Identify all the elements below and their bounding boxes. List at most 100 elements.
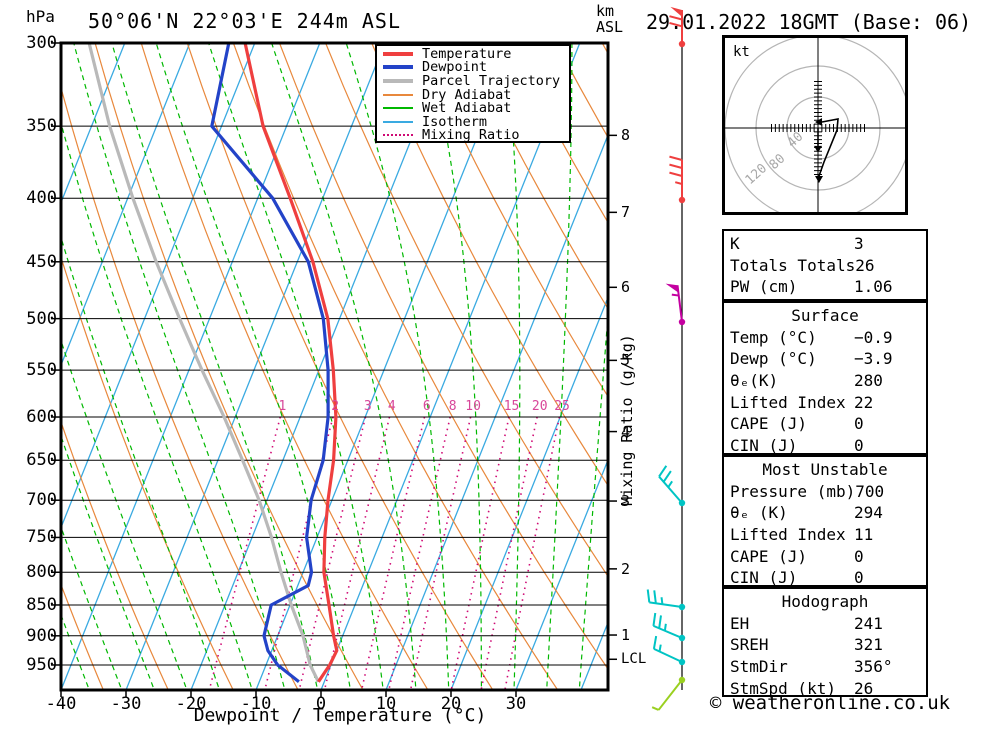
wind-barb-icon: [669, 6, 686, 48]
table-row: CAPE (J) 0: [730, 545, 920, 567]
table-row: Temp (°C) −0.9: [730, 327, 920, 349]
legend-line-swatch: [383, 65, 413, 70]
row-value: 0: [854, 435, 864, 455]
pressure-tick-label: 850: [26, 594, 57, 615]
legend-line-swatch: [383, 51, 413, 56]
row-label: StmSpd (kt): [730, 678, 836, 698]
pressure-tick-label: 750: [26, 527, 57, 548]
table-surface: Surface Temp (°C) −0.9 Dewp (°C) −3.9 θₑ(K) 28…: [722, 301, 928, 455]
legend-item-label: Wet Adiabat: [422, 100, 512, 117]
temperature-tick-label: 0: [315, 694, 327, 714]
legend-item-mixing-ratio: Mixing Ratio: [383, 127, 569, 143]
temperature-tick-label: 20: [440, 694, 462, 714]
asl-label: ASL: [596, 18, 624, 36]
table-row: Totals Totals 26: [730, 255, 920, 277]
km-asl-tick-label: 2: [621, 559, 631, 578]
hodograph-trace: [818, 118, 839, 177]
datetime-label: 29.01.2022 18GMT (Base: 06): [646, 10, 972, 34]
table-row: Lifted Index 11: [730, 524, 920, 546]
wind-barb-icon: [652, 612, 686, 642]
row-label: CIN (J): [730, 435, 798, 455]
row-label: Lifted Index: [730, 392, 846, 412]
km-asl-tick-label: 1: [621, 626, 631, 645]
row-label: Totals Totals: [730, 255, 856, 275]
mixing-ratio-value-label: 2: [331, 399, 340, 414]
table-row: Pressure (mb) 700: [730, 481, 920, 503]
legend-line-swatch: [383, 120, 413, 123]
table-row: EH 241: [730, 613, 920, 635]
row-value: 0: [854, 568, 864, 588]
table-title: Surface: [791, 306, 859, 325]
wind-barb-icon: [669, 155, 686, 204]
row-value: 0: [854, 546, 864, 566]
table-title: Hodograph: [781, 592, 869, 611]
row-label: Temp (°C): [730, 327, 817, 347]
pressure-tick-label: 900: [26, 625, 57, 646]
row-label: EH: [730, 613, 750, 633]
legend-item-temperature: Temperature: [383, 45, 569, 62]
pressure-tick-label: 450: [26, 251, 57, 272]
legend-item-label: Dewpoint: [422, 59, 488, 76]
row-label: Pressure (mb): [730, 481, 856, 501]
table-row: θₑ(K) 280: [730, 370, 920, 392]
table-row: θₑ (K) 294: [730, 502, 920, 524]
legend-item-label: Dry Adiabat: [422, 86, 512, 103]
mixing-ratio-value-label: 8: [448, 399, 457, 414]
mixing-ratio-value-label: 3: [363, 399, 372, 414]
table-row: StmDir 356°: [730, 656, 920, 678]
temperature-tick-label: -10: [240, 694, 272, 714]
row-value: 26: [855, 255, 875, 275]
table-row: Lifted Index 22: [730, 391, 920, 413]
legend-item-label: Parcel Trajectory: [422, 72, 561, 89]
series-temperature: [243, 43, 339, 683]
row-value: 22: [854, 392, 874, 412]
lcl-label: LCL: [621, 651, 647, 668]
table-row: CAPE (J) 0: [730, 413, 920, 435]
background-lines: [61, 43, 608, 690]
wind-barb-column: [646, 6, 686, 711]
km-asl-tick-label: 7: [621, 203, 631, 222]
temperature-tick-label: -40: [45, 694, 77, 714]
row-value: 280: [854, 371, 883, 391]
hodograph-ring-label: 80: [767, 151, 789, 173]
row-value: 3: [854, 234, 864, 254]
pressure-unit-label: hPa: [26, 7, 55, 26]
km-asl-tick-label: 6: [621, 278, 631, 297]
row-value: 11: [854, 525, 874, 545]
table-row: CIN (J) 0: [730, 435, 920, 457]
temperature-tick-label: -30: [110, 694, 142, 714]
pressure-tick-label: 400: [26, 188, 57, 209]
mixing-ratio-value-label: 20: [531, 399, 548, 414]
row-label: Dewp (°C): [730, 349, 817, 369]
mixing-ratio-value-label: 15: [503, 399, 520, 414]
hodograph-panel: kt 40 80 120: [722, 35, 908, 215]
sounding-curves: [87, 43, 339, 684]
row-value: 294: [854, 503, 883, 523]
wind-barb-icon: [658, 465, 686, 507]
legend-item-label: Temperature: [422, 45, 512, 62]
pressure-tick-label: 300: [26, 33, 57, 53]
row-label: StmDir: [730, 657, 788, 677]
km-asl-tick-label: 4: [621, 422, 631, 441]
wind-barb-icon: [665, 283, 686, 326]
legend-line-swatch: [383, 93, 413, 96]
legend-line-swatch: [383, 107, 413, 110]
temperature-tick-label: 30: [505, 694, 527, 714]
legend-item-label: Isotherm: [422, 113, 488, 130]
row-value: 0: [854, 414, 864, 434]
pressure-tick-label: 700: [26, 490, 57, 511]
row-label: CIN (J): [730, 568, 798, 588]
table-indices: K 3 Totals Totals 26 PW (cm) 1.06: [722, 229, 928, 301]
legend-item-isotherm: Isotherm: [383, 113, 569, 130]
row-label: K: [730, 234, 740, 254]
temperature-tick-label: -20: [175, 694, 207, 714]
station-title: 50°06'N 22°03'E 244m ASL: [88, 9, 401, 33]
row-label: Lifted Index: [730, 525, 846, 545]
legend: Temperature Dewpoint Parcel Trajectory Dry …: [375, 44, 571, 143]
km-asl-tick-label: 5: [621, 351, 631, 370]
row-value: 321: [854, 635, 883, 655]
mixing-ratio-value-label: 4: [387, 399, 396, 414]
